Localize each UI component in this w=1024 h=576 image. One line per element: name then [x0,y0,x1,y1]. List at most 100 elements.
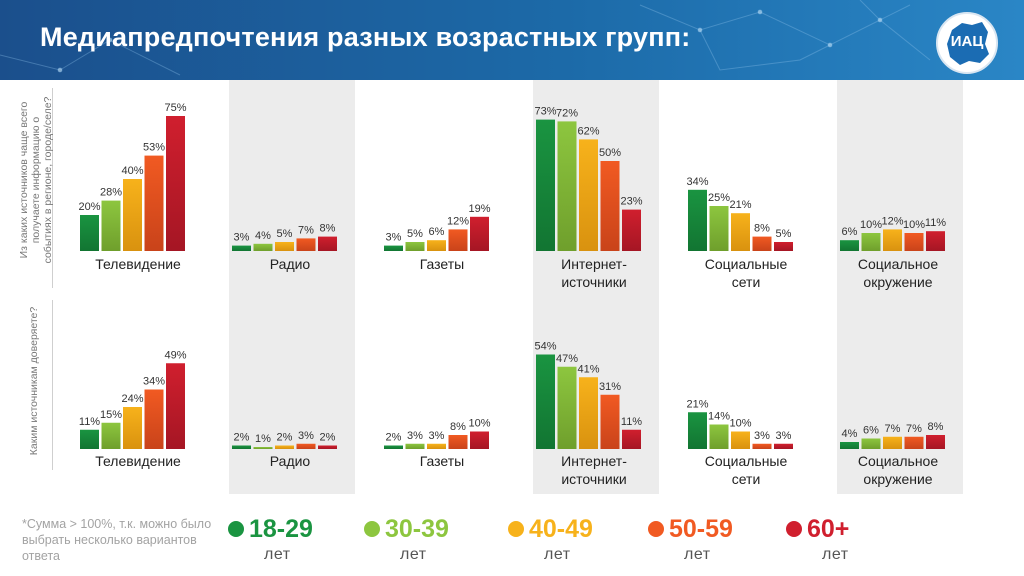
bar-trust-1-3 [296,443,316,449]
bar-value-label: 2% [277,432,293,444]
category-label: Социальное [858,256,939,272]
bar-value-label: 10% [729,418,751,430]
bar-sources-2-4 [470,216,489,251]
bar-value-label: 7% [906,423,922,435]
bar-value-label: 1% [255,433,271,445]
bar-value-label: 21% [686,398,708,410]
bar-value-label: 2% [234,432,250,444]
category-label: Телевидение [95,256,181,272]
bar-trust-2-0 [384,445,403,449]
bar-value-label: 2% [386,432,402,444]
bar-trust-0-3 [144,389,164,449]
question-label-bottom: Каким источникам доверяете? [28,306,40,456]
bar-sources-1-4 [318,236,337,251]
bar-value-label: 31% [599,381,621,393]
page-title: Медиапредпочтения разных возрастных груп… [40,22,691,52]
bar-trust-5-2 [883,436,902,449]
legend-label: 18-29 [249,515,313,543]
column-panel-5 [837,80,963,494]
bar-trust-5-1 [861,438,881,449]
bar-sources-4-2 [731,213,750,251]
category-label: Газеты [420,256,464,272]
bar-value-label: 40% [121,165,143,177]
question-label-top: Из каких источников чаще всего получаете… [18,96,54,264]
bar-trust-2-4 [470,431,489,449]
bar-sources-2-0 [384,245,403,251]
bar-sources-4-1 [709,206,729,251]
bar-sources-3-4 [622,209,641,251]
header-network-decoration [0,0,931,76]
bar-value-label: 7% [298,224,314,236]
bar-value-label: 3% [407,430,423,442]
bar-sources-1-1 [253,243,273,251]
legend-dot [648,521,664,537]
category-label: Социальные [705,453,788,469]
row-divider-bottom [52,300,53,470]
bar-sources-1-3 [296,238,316,251]
bar-value-label: 47% [556,353,578,365]
bar-sources-0-0 [80,215,99,251]
bar-sources-0-1 [101,200,121,251]
bar-trust-2-2 [427,443,446,449]
bar-trust-4-4 [774,443,793,449]
bar-value-label: 34% [686,176,708,188]
bar-value-label: 11% [79,416,100,428]
bar-trust-0-4 [166,363,185,449]
bar-trust-1-1 [253,447,273,449]
category-label: Интернет- [561,256,627,272]
bar-value-label: 11% [621,416,642,428]
bar-value-label: 10% [468,418,490,430]
bar-value-label: 3% [754,430,770,442]
legend-dot [508,521,524,537]
bar-value-label: 72% [556,107,578,119]
legend-sublabel: лет [264,546,291,563]
bar-value-label: 15% [100,409,122,421]
category-label: источники [561,471,626,487]
bar-value-label: 54% [534,341,556,353]
bar-value-label: 34% [143,376,165,388]
category-label: Социальное [858,453,939,469]
legend-dot [786,521,802,537]
bar-value-label: 3% [298,430,314,442]
bar-sources-2-3 [448,229,468,251]
category-label: Газеты [420,453,464,469]
bar-value-label: 10% [860,219,882,231]
bar-trust-1-2 [275,445,294,449]
category-label: сети [732,274,761,290]
bar-trust-3-1 [557,366,577,449]
bar-sources-1-2 [275,242,294,251]
bar-value-label: 10% [903,219,925,231]
bar-sources-3-0 [536,119,555,251]
row-divider-top [52,88,53,288]
bar-sources-3-1 [557,121,577,252]
bar-sources-0-2 [123,179,142,251]
bar-sources-3-3 [600,161,620,251]
iac-logo: ИАЦ [936,12,998,74]
legend-label: 60+ [807,515,850,543]
category-label: сети [732,471,761,487]
bar-trust-3-0 [536,354,555,449]
bar-value-label: 14% [708,411,730,423]
bar-value-label: 8% [320,223,336,235]
category-label: Социальные [705,256,788,272]
category-label: окружение [863,471,932,487]
bar-value-label: 20% [78,201,100,213]
bar-sources-5-3 [904,233,924,251]
bar-value-label: 41% [577,363,599,375]
bar-value-label: 8% [754,223,770,235]
bar-value-label: 2% [320,432,336,444]
bar-value-label: 6% [842,226,858,238]
bar-value-label: 12% [447,215,469,227]
bar-value-label: 62% [577,125,599,137]
bar-value-label: 73% [534,106,556,118]
category-label: окружение [863,274,932,290]
bar-trust-3-2 [579,377,598,449]
category-label: источники [561,274,626,290]
bar-trust-0-0 [80,429,99,449]
bar-trust-3-3 [600,394,620,449]
bar-value-label: 8% [928,421,944,433]
category-label: Интернет- [561,453,627,469]
bar-sources-5-1 [861,233,881,251]
bar-value-label: 24% [121,393,143,405]
